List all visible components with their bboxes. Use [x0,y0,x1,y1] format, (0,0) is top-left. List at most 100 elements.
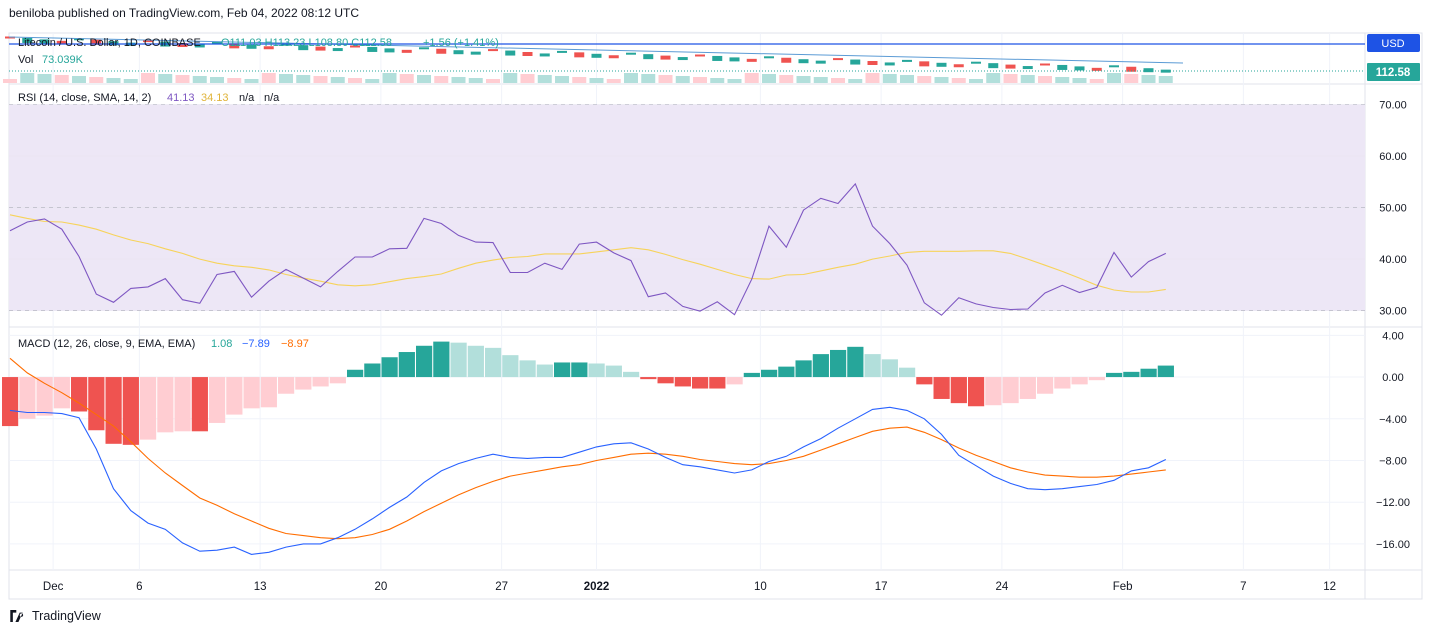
volume-bar [89,77,104,83]
candle-body [919,61,930,67]
volume-bar [1158,76,1173,83]
macd-histogram-bar [105,377,122,444]
macd-legend-value: −7.89 [242,338,270,350]
candle-body [867,61,878,65]
macd-histogram-bar [1140,368,1157,378]
macd-histogram-bar [519,360,536,378]
macd-histogram-bar [295,377,312,390]
candle-body [1160,69,1171,73]
volume-bar [934,77,949,83]
macd-histogram-bar [1054,377,1071,389]
candle-body [729,57,740,62]
price-legend-change: +1.56 (+1.41%) [423,37,499,49]
volume-bar [348,78,362,83]
candle-body [557,50,567,53]
macd-histogram-bar [709,377,726,389]
macd-histogram-bar [416,345,433,378]
volume-bar [227,78,242,83]
candle-body [91,39,102,45]
macd-axis-tick-label: 4.00 [1382,330,1403,342]
time-axis-tick-label: Feb [1113,581,1133,593]
macd-histogram-bar [881,359,898,378]
macd-histogram-bar [554,362,571,378]
chart-frame [8,32,1423,600]
macd-histogram-bar [122,377,139,445]
candle-body [695,54,705,57]
macd-histogram-bar [398,352,415,378]
candle-body [1109,65,1119,68]
macd-axis-tick-label: −16.00 [1376,539,1410,551]
candle-body [177,43,188,47]
last-price-badge [1367,63,1420,81]
volume-bar [72,76,86,83]
time-axis-tick-label: 12 [1323,581,1336,593]
price-legend-ohlc: O111.03 H113.23 L108.80 C112.58 [221,37,392,49]
volume-legend-value: 73.039K [42,54,84,66]
macd-histogram-bar [329,377,346,384]
volume-bar [175,75,190,83]
currency-label: USD [1381,38,1404,50]
volume-bar [468,78,483,83]
volume-bar [279,74,293,83]
currency-badge[interactable] [1367,34,1420,52]
candle-body [143,40,153,43]
volume-bar [762,74,776,83]
rsi-legend-title: RSI (14, close, SMA, 14, 2) [18,92,151,104]
volume-bar [158,74,173,83]
macd-histogram-bar [450,342,467,378]
volume-bar [1038,76,1052,83]
candle-body [22,37,33,43]
macd-histogram-bar [1106,372,1123,378]
candle-body [350,45,360,48]
macd-histogram-bar [1157,365,1174,378]
volume-bar [1020,75,1035,83]
volume-bar [486,79,500,83]
rsi-ma-legend-value: 34.13 [201,92,229,104]
volume-bar [20,73,35,83]
candle-body [1040,63,1050,66]
macd-histogram-bar [674,377,691,387]
candle-body [884,62,895,66]
macd-histogram-bar [2,377,19,427]
candle-body [1126,66,1137,72]
macd-histogram-bar [623,371,640,378]
macd-histogram-bar [830,349,847,378]
macd-axis-tick-label: −12.00 [1376,497,1410,509]
candle-body [677,57,688,61]
time-axis-tick-label: 10 [754,581,767,593]
volume-bar [865,73,880,83]
time-axis-tick-label: 17 [875,581,888,593]
candle-body [953,64,964,68]
volume-bar [417,75,431,83]
candle-body [712,55,723,61]
rsi-axis-tick-label: 30.00 [1379,306,1407,318]
macd-histogram-bar [71,377,88,412]
volume-bar [1089,79,1104,83]
candle-body [1143,68,1154,73]
last-price-label: 112.58 [1376,67,1411,79]
volume-bar [710,78,725,83]
rsi-legend-value: 41.13 [167,92,195,104]
volume-bar [1072,78,1087,83]
macd-histogram-bar [243,377,260,409]
macd-histogram-bar [1071,377,1088,385]
volume-bar [744,73,759,83]
macd-histogram-bar [640,377,657,380]
volume-bar [192,76,207,83]
candle-body [384,48,395,53]
candle-body [505,50,516,56]
macd-histogram-bar [778,366,795,378]
volume-bar [882,74,897,83]
macd-histogram-bar [226,377,243,415]
candle-body [229,43,240,49]
candle-body [1057,64,1068,70]
tradingview-logo-icon [10,610,24,622]
macd-histogram-bar [278,377,295,394]
macd-histogram-bar [726,377,743,385]
trend-line [8,36,1184,64]
volume-bar [451,77,466,83]
macd-histogram-bar [1019,377,1036,399]
volume-bar [382,73,397,83]
macd-histogram-bar [502,355,519,378]
